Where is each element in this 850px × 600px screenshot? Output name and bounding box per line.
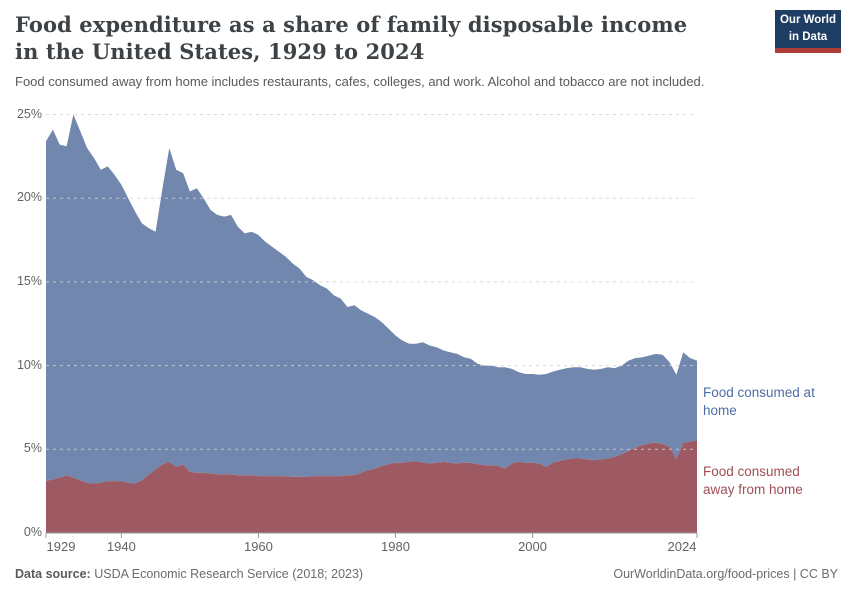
x-axis-label-2024: 2024 (667, 539, 697, 554)
chart-subtitle: Food consumed away from home includes re… (15, 74, 705, 90)
x-axis-label-1929: 1929 (46, 539, 76, 554)
data-source-text: USDA Economic Research Service (2018; 20… (94, 567, 364, 581)
data-source: Data source: USDA Economic Research Serv… (15, 567, 363, 581)
y-axis-label-10pct: 10% (16, 357, 42, 372)
x-axis-label-1960: 1960 (243, 539, 273, 554)
y-axis-label-20pct: 20% (16, 190, 42, 205)
footer-link[interactable]: OurWorldinData.org/food-prices (613, 567, 790, 581)
series-label-away: Food consumed away from home (703, 464, 803, 497)
logo-line1: Our World (779, 14, 836, 26)
y-axis-label-15pct: 15% (16, 273, 42, 288)
y-axis-label-5pct: 5% (23, 441, 42, 456)
footer-right: OurWorldinData.org/food-prices | CC BY (613, 567, 838, 581)
y-axis-label-0pct: 0% (23, 525, 42, 539)
footer: Data source: USDA Economic Research Serv… (15, 567, 838, 581)
x-axis-label-1940: 1940 (106, 539, 136, 554)
area-food-away-from-home[interactable] (46, 440, 697, 533)
data-source-label: Data source: (15, 567, 91, 581)
footer-separator: | (793, 567, 797, 581)
header: Food expenditure as a share of family di… (15, 12, 715, 91)
footer-license: CC BY (799, 567, 838, 581)
area-food-at-home[interactable] (46, 114, 697, 484)
chart-title: Food expenditure as a share of family di… (15, 12, 688, 64)
y-axis-label-25pct: 25% (16, 106, 42, 121)
owid-logo[interactable]: Our World in Data (775, 10, 841, 53)
x-axis-label-2000: 2000 (518, 539, 547, 554)
series-label-home: Food consumed at home (703, 385, 815, 418)
x-axis-label-1980: 1980 (381, 539, 410, 554)
logo-line2: in Data (788, 30, 828, 43)
